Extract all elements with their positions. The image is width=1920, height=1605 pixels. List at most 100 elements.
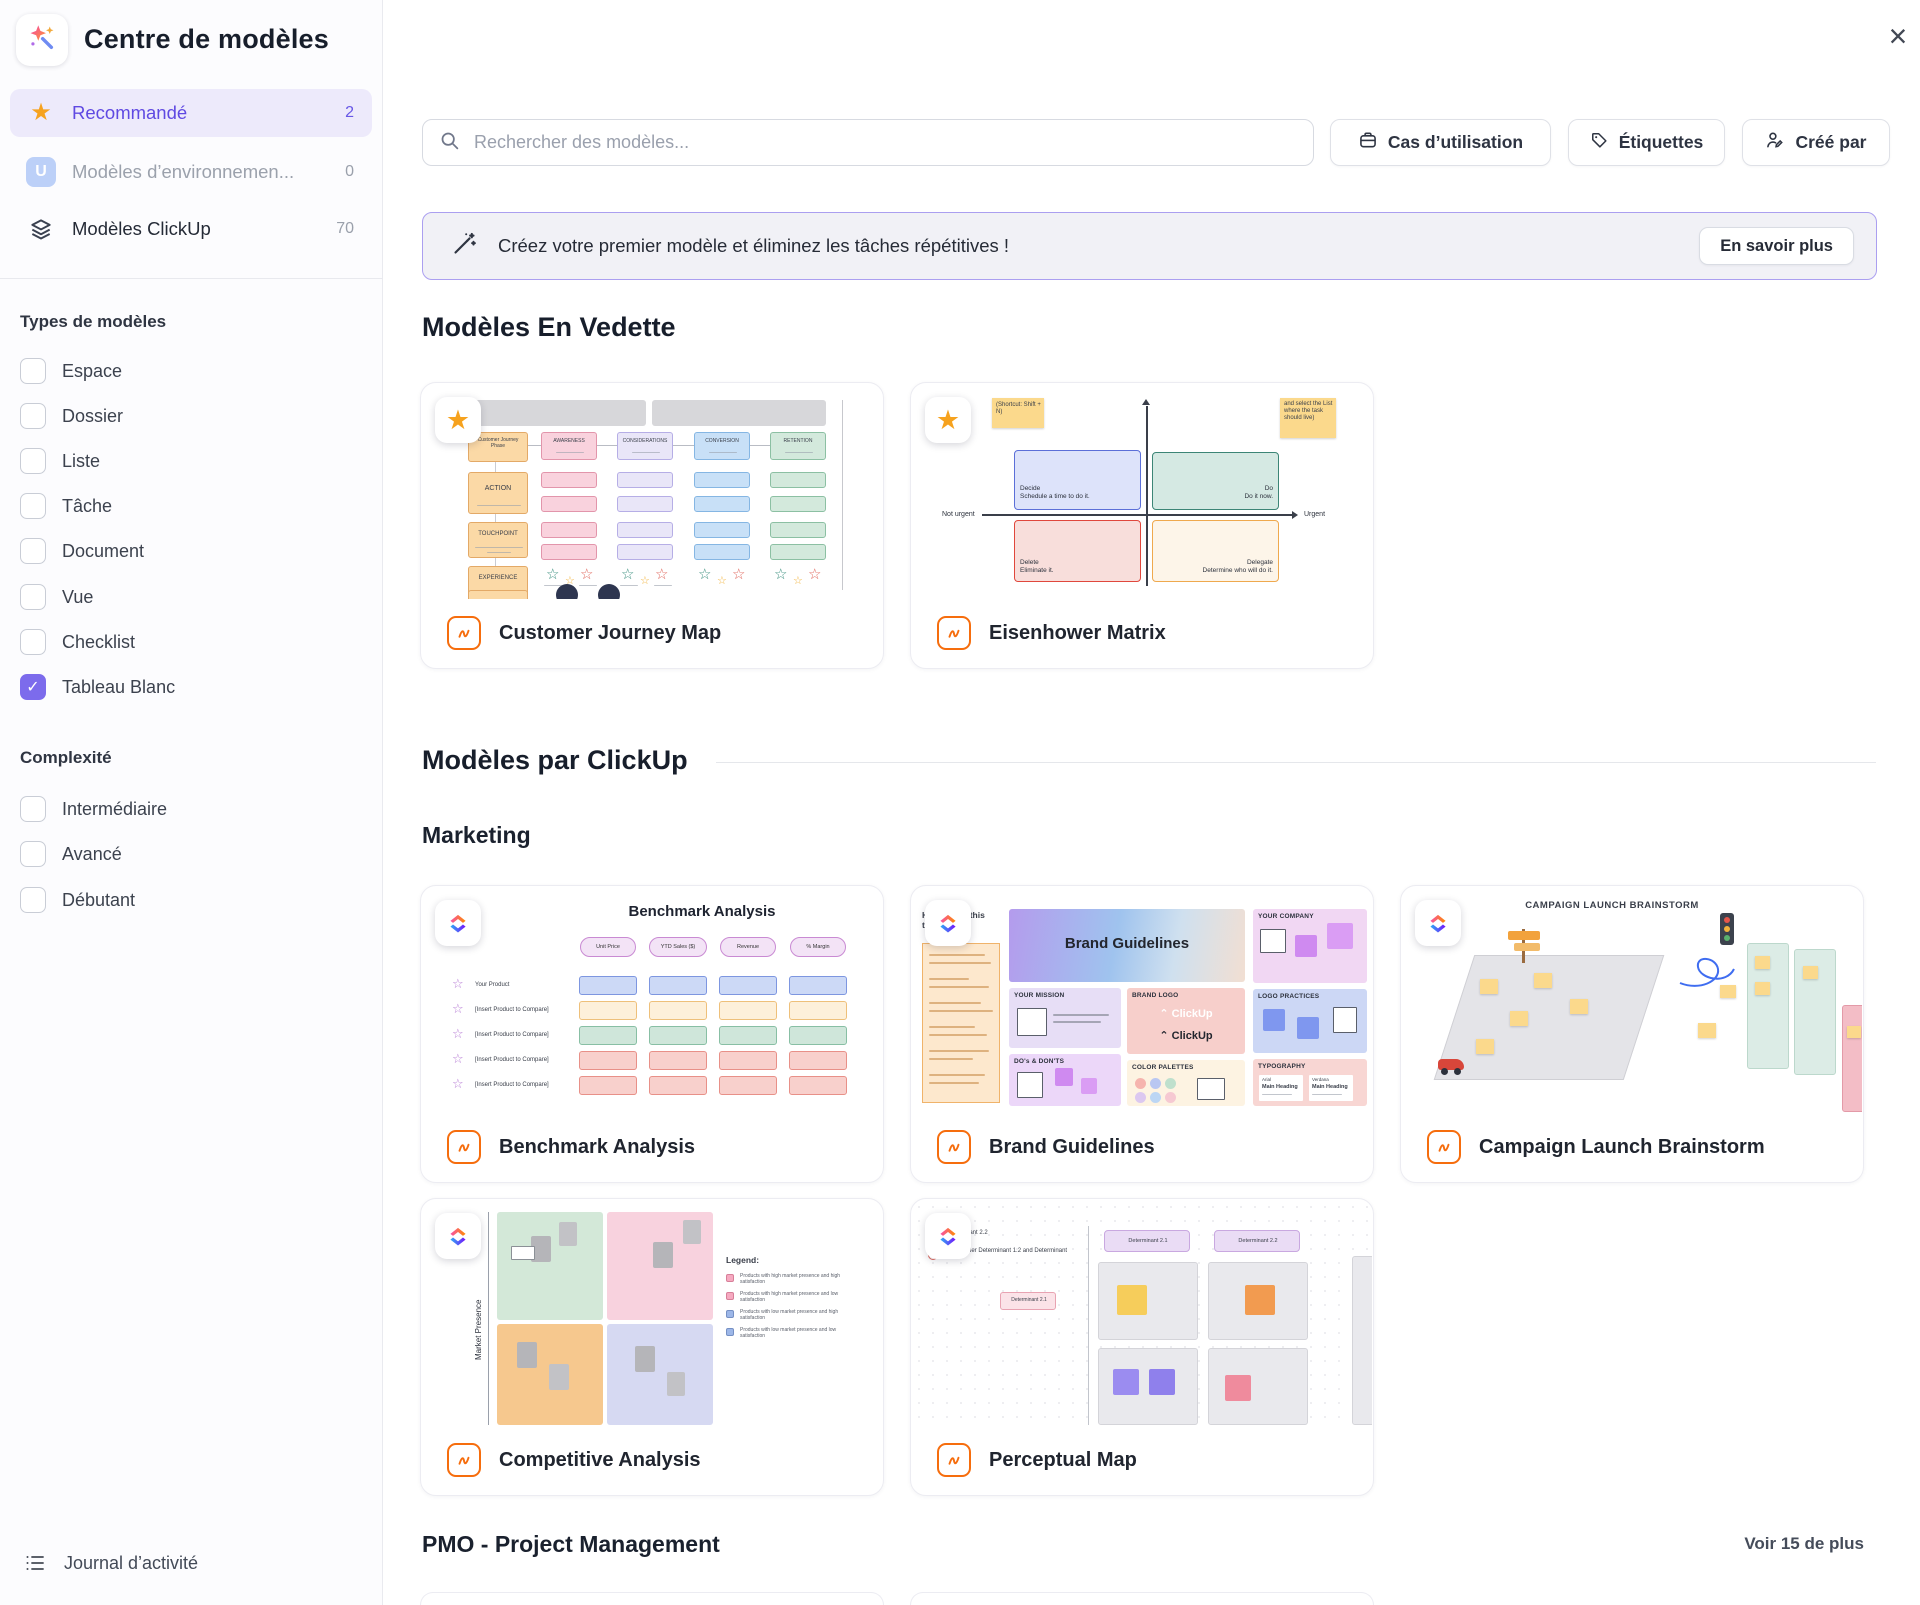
use-cases-label: Cas d’utilisation — [1387, 132, 1524, 152]
banner-text: Créez votre premier modèle et éliminez l… — [498, 235, 1010, 256]
card-footer: Eisenhower Matrix — [911, 598, 1373, 668]
filter-group-title: Complexité — [20, 748, 112, 767]
layers-stack-icon — [26, 214, 56, 244]
clickup-logo-badge — [435, 1213, 481, 1259]
template-card-partial[interactable] — [910, 1592, 1374, 1605]
filter-checkbox-document[interactable]: Document — [20, 528, 360, 574]
card-footer: Perceptual Map — [911, 1425, 1373, 1495]
filter-checkbox-checklist[interactable]: Checklist — [20, 619, 360, 665]
checkbox[interactable] — [20, 448, 46, 474]
checkbox[interactable] — [20, 841, 46, 867]
filter-checkbox-tableau-blanc[interactable]: ✓ Tableau Blanc — [20, 664, 360, 710]
checkbox[interactable] — [20, 403, 46, 429]
count-badge: 0 — [345, 163, 354, 180]
checkbox[interactable] — [20, 584, 46, 610]
checkbox-label: Dossier — [62, 405, 124, 426]
checkbox-label: Liste — [62, 450, 101, 471]
template-card-campaign-launch-brainstorm[interactable]: CAMPAIGN LAUNCH BRAINSTORM — [1400, 885, 1864, 1183]
sidebar-item-recommended[interactable]: ★ Recommandé 2 — [10, 89, 372, 137]
created-by-button[interactable]: Créé par — [1742, 119, 1890, 166]
section-title-by-clickup: Modèles par ClickUp — [422, 745, 688, 775]
whiteboard-icon — [937, 616, 971, 650]
template-thumbnail: Market Presence — [422, 1200, 882, 1425]
featured-star-badge: ★ — [435, 397, 481, 443]
card-footer: Brand Guidelines — [911, 1112, 1373, 1182]
section-title-pmo: PMO - Project Management — [422, 1531, 720, 1557]
sidebar-item-label: Modèles d’environnemen... — [72, 161, 295, 182]
user-edit-icon — [1765, 130, 1785, 155]
magic-wand-icon — [26, 22, 58, 59]
checkbox-label: Vue — [62, 586, 94, 607]
sidebar-item-workspace-templates[interactable]: U Modèles d’environnemen... 0 — [10, 148, 372, 196]
star-icon: ★ — [30, 99, 52, 126]
filter-checkbox-vue[interactable]: Vue — [20, 574, 360, 620]
checkbox[interactable] — [20, 887, 46, 913]
template-card-partial[interactable] — [420, 1592, 884, 1605]
checkbox[interactable] — [20, 493, 46, 519]
divider — [716, 762, 1876, 763]
checkbox[interactable] — [20, 629, 46, 655]
template-name: Benchmark Analysis — [499, 1135, 696, 1158]
template-card-competitive-analysis[interactable]: Market Presence — [420, 1198, 884, 1496]
filter-checkbox-dossier[interactable]: Dossier — [20, 393, 360, 439]
clickup-logo-badge — [1415, 900, 1461, 946]
sidebar: Centre de modèles ★ Recommandé 2 U Modèl… — [0, 0, 383, 1605]
section-title-marketing: Marketing — [422, 822, 531, 848]
template-name: Customer Journey Map — [499, 621, 722, 644]
checkbox-label: Espace — [62, 360, 123, 381]
filter-checkbox-tache[interactable]: Tâche — [20, 483, 360, 529]
template-name: Eisenhower Matrix — [989, 621, 1166, 644]
wand-icon — [451, 230, 478, 262]
close-icon[interactable]: × — [1888, 17, 1908, 54]
filter-checkbox-avance[interactable]: Avancé — [20, 831, 360, 877]
card-footer: Customer Journey Map — [421, 598, 883, 668]
template-thumbnail: Customer Journey Phase AWARENESS CONSIDE… — [422, 384, 882, 599]
filter-checkbox-debutant[interactable]: Débutant — [20, 877, 360, 923]
clickup-logo-badge — [925, 1213, 971, 1259]
card-footer: Campaign Launch Brainstorm — [1401, 1112, 1863, 1182]
template-card-perceptual-map[interactable]: Determinant 2.1 Determinant 2.2 Determin… — [910, 1198, 1374, 1496]
promo-banner: Créez votre premier modèle et éliminez l… — [422, 212, 1877, 280]
template-card-eisenhower-matrix[interactable]: ★ (Shortcut: Shift + N) and select the L… — [910, 382, 1374, 669]
checkbox-checked[interactable]: ✓ — [20, 674, 46, 700]
filter-checkbox-liste[interactable]: Liste — [20, 438, 360, 484]
whiteboard-icon — [937, 1443, 971, 1477]
see-more-link[interactable]: Voir 15 de plus — [1744, 1534, 1864, 1553]
card-footer: Benchmark Analysis — [421, 1112, 883, 1182]
template-thumbnail: Determinant 2.1 Determinant 2.2 Determin… — [912, 1200, 1372, 1425]
search-icon — [439, 130, 460, 156]
template-name: Campaign Launch Brainstorm — [1479, 1135, 1765, 1158]
template-card-benchmark-analysis[interactable]: Benchmark Analysis Unit Price YTD Sales … — [420, 885, 884, 1183]
search-input[interactable] — [474, 132, 1297, 153]
checkbox-label: Tâche — [62, 495, 113, 516]
checkbox[interactable] — [20, 358, 46, 384]
learn-more-button[interactable]: En savoir plus — [1699, 227, 1854, 265]
clickup-logo-badge — [925, 900, 971, 946]
page-title: Centre de modèles — [84, 24, 329, 54]
workspace-icon: U — [26, 157, 56, 187]
whiteboard-icon — [937, 1130, 971, 1164]
card-footer: Competitive Analysis — [421, 1425, 883, 1495]
tag-icon — [1590, 131, 1609, 155]
filter-checkbox-intermediaire[interactable]: Intermédiaire — [20, 786, 360, 832]
activity-log-link[interactable]: Journal d’activité — [20, 1540, 360, 1586]
divider — [0, 278, 383, 279]
count-badge: 70 — [336, 220, 354, 237]
sidebar-item-clickup-templates[interactable]: Modèles ClickUp 70 — [10, 205, 372, 253]
checkbox-label: Document — [62, 540, 145, 561]
tags-button[interactable]: Étiquettes — [1568, 119, 1725, 166]
template-card-brand-guidelines[interactable]: How to use this template: Brand Guidelin… — [910, 885, 1374, 1183]
template-name: Brand Guidelines — [989, 1135, 1155, 1158]
whiteboard-icon — [1427, 1130, 1461, 1164]
filter-checkbox-espace[interactable]: Espace — [20, 348, 360, 394]
template-card-customer-journey-map[interactable]: ★ Customer Journey Phase AWARENESS CONSI… — [420, 382, 884, 669]
use-cases-button[interactable]: Cas d’utilisation — [1330, 119, 1551, 166]
checkbox[interactable] — [20, 796, 46, 822]
search-bar[interactable] — [422, 119, 1314, 166]
template-thumbnail: Benchmark Analysis Unit Price YTD Sales … — [422, 887, 882, 1112]
checkbox-label: Checklist — [62, 631, 136, 652]
activity-log-icon — [20, 1548, 50, 1578]
checkbox[interactable] — [20, 538, 46, 564]
briefcase-icon — [1358, 130, 1378, 155]
checkbox-label: Débutant — [62, 889, 136, 910]
